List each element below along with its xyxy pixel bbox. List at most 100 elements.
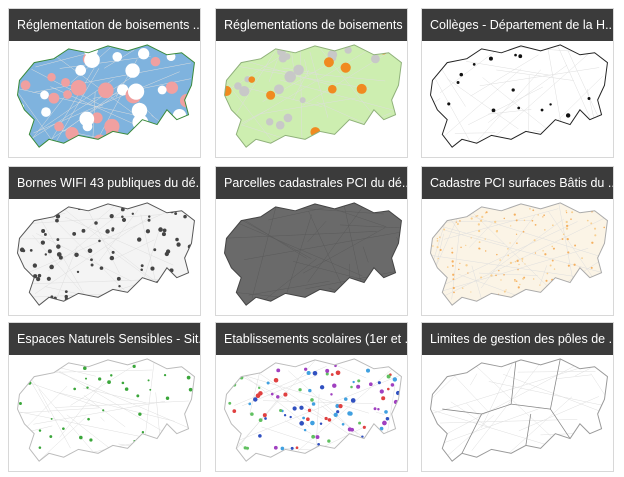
map-feature <box>186 375 191 380</box>
map-feature <box>545 279 548 282</box>
map-feature <box>590 266 593 269</box>
map-feature <box>136 237 142 242</box>
map-feature <box>283 414 287 417</box>
map-feature <box>488 56 493 61</box>
map-feature <box>503 290 506 293</box>
map-card[interactable]: Parcelles cadastrales PCI du dé... <box>215 166 408 316</box>
card-title[interactable]: Bornes WIFI 43 publiques du dé... <box>9 167 200 199</box>
map-feature <box>236 369 242 374</box>
map-feature <box>495 230 499 233</box>
map-feature <box>163 374 167 377</box>
map-feature <box>314 133 321 141</box>
map-feature <box>522 230 525 233</box>
map-feature <box>42 207 46 211</box>
map-feature <box>147 218 151 222</box>
map-feature <box>478 241 481 244</box>
card-title[interactable]: Limites de gestion des pôles de ... <box>422 323 613 355</box>
map-feature <box>83 366 87 370</box>
map-feature <box>324 416 328 421</box>
map-area <box>17 358 195 462</box>
map-feature <box>476 214 479 217</box>
map-feature <box>544 253 547 256</box>
map-feature <box>503 217 506 220</box>
map-feature <box>274 84 284 95</box>
map-feature <box>19 402 22 405</box>
card-title[interactable]: Espaces Naturels Sensibles - Sit... <box>9 323 200 355</box>
map-feature <box>148 215 151 218</box>
map-feature <box>600 253 603 256</box>
map-feature <box>455 221 458 223</box>
map-feature <box>459 262 461 264</box>
map-feature <box>165 81 179 94</box>
map-feature <box>461 287 464 289</box>
map-feature <box>56 238 60 241</box>
map-feature <box>266 90 276 100</box>
map-feature <box>327 418 332 422</box>
map-feature <box>602 208 605 211</box>
map-feature <box>562 233 565 236</box>
card-title[interactable]: Collèges - Département de la H... <box>422 9 613 41</box>
map-feature <box>121 381 125 385</box>
card-title[interactable]: Réglementations de boisements ... <box>216 9 407 41</box>
map-feature <box>81 228 86 233</box>
map-feature <box>370 54 380 64</box>
map-feature <box>377 407 380 411</box>
map-feature <box>124 387 129 391</box>
map-card[interactable]: Bornes WIFI 43 publiques du dé... <box>8 166 201 316</box>
map-outline <box>223 44 402 148</box>
map-feature <box>258 434 262 438</box>
map-feature <box>115 292 121 297</box>
map-feature <box>518 54 523 59</box>
map-feature <box>327 49 338 60</box>
map-feature <box>344 46 352 54</box>
map-feature <box>481 215 484 219</box>
map-feature <box>312 370 318 376</box>
map-feature <box>335 404 340 408</box>
map-feature <box>74 252 79 258</box>
map-feature <box>515 233 518 235</box>
map-feature <box>250 412 254 416</box>
map-feature <box>289 415 292 419</box>
map-feature <box>386 374 391 379</box>
map-card[interactable]: Collèges - Département de la H... <box>421 8 614 158</box>
map-card[interactable]: Cadastre PCI surfaces Bâtis du ... <box>421 166 614 316</box>
map-feature <box>273 445 278 450</box>
map-card[interactable]: Etablissements scolaires (1er et ... <box>215 322 408 472</box>
map-card[interactable]: Réglementations de boisements ... <box>215 8 408 158</box>
map-feature <box>49 264 54 270</box>
map-feature <box>306 417 310 422</box>
card-title[interactable]: Etablissements scolaires (1er et ... <box>216 323 407 355</box>
map-card[interactable]: Espaces Naturels Sensibles - Sit... <box>8 322 201 472</box>
map-card[interactable]: Limites de gestion des pôles de ... <box>421 322 614 472</box>
map-feature <box>460 246 462 249</box>
map-feature <box>105 229 110 234</box>
map-feature <box>459 220 461 222</box>
map-feature <box>461 54 465 57</box>
map-feature <box>47 249 52 254</box>
map-feature <box>478 229 481 233</box>
map-feature <box>452 278 455 281</box>
card-title[interactable]: Réglementation de boisements ... <box>9 9 200 41</box>
map-feature <box>484 238 487 240</box>
map-feature <box>98 377 102 381</box>
map-feature <box>47 73 56 82</box>
map-feature <box>172 109 187 123</box>
map-feature <box>593 227 597 230</box>
map-feature <box>150 266 155 271</box>
map-outline <box>223 358 402 462</box>
map-feature <box>534 223 537 226</box>
map-card[interactable]: Réglementation de boisements ... <box>8 8 201 158</box>
map-feature <box>55 218 59 223</box>
map-feature <box>183 205 188 210</box>
map-feature <box>352 380 355 384</box>
map-feature <box>186 291 190 294</box>
map-feature <box>554 287 557 290</box>
card-title[interactable]: Cadastre PCI surfaces Bâtis du ... <box>422 167 613 199</box>
card-title[interactable]: Parcelles cadastrales PCI du dé... <box>216 167 407 199</box>
map-feature <box>94 221 98 225</box>
map-feature <box>167 282 172 286</box>
map-feature <box>17 56 31 71</box>
map-thumbnail <box>16 202 195 306</box>
map-feature <box>490 274 493 277</box>
map-thumbnail <box>16 44 195 148</box>
